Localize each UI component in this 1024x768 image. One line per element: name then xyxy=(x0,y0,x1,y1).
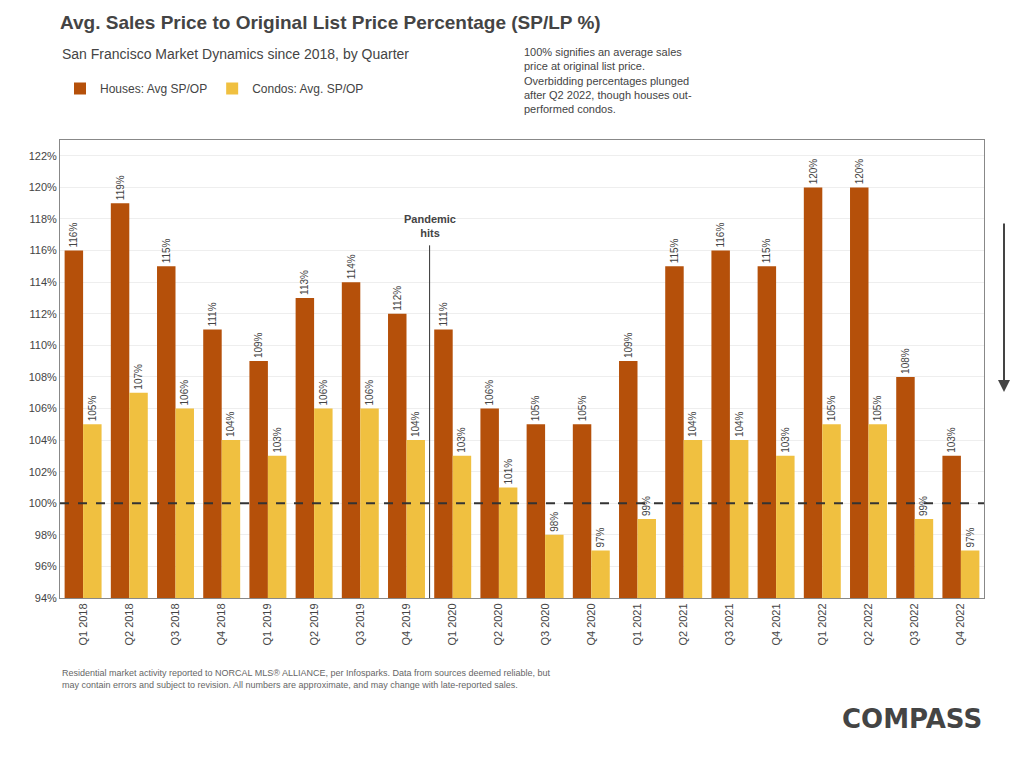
svg-text:Q1 2020: Q1 2020 xyxy=(446,603,458,645)
svg-text:111%: 111% xyxy=(207,302,218,326)
svg-text:105%: 105% xyxy=(87,396,98,422)
svg-text:114%: 114% xyxy=(29,276,57,288)
svg-text:107%: 107% xyxy=(133,364,144,390)
svg-text:101%: 101% xyxy=(503,459,514,485)
svg-text:Q3 2020: Q3 2020 xyxy=(539,603,551,645)
svg-text:Pandemichits: Pandemichits xyxy=(404,213,456,239)
svg-text:120%: 120% xyxy=(29,181,57,193)
svg-text:122%: 122% xyxy=(29,150,57,162)
svg-text:Q4 2021: Q4 2021 xyxy=(770,603,782,645)
svg-text:118%: 118% xyxy=(29,213,57,225)
svg-text:106%: 106% xyxy=(484,380,495,406)
svg-text:Residential market activity re: Residential market activity reported to … xyxy=(62,668,551,690)
svg-text:106%: 106% xyxy=(179,380,190,406)
svg-text:Q2 2019: Q2 2019 xyxy=(308,603,320,645)
svg-text:San Francisco Market Dynamics: San Francisco Market Dynamics since 2018… xyxy=(62,46,409,62)
svg-text:102%: 102% xyxy=(29,466,57,478)
svg-text:96%: 96% xyxy=(35,560,57,572)
svg-text:116%: 116% xyxy=(29,244,57,256)
svg-text:105%: 105% xyxy=(530,396,541,422)
svg-text:104%: 104% xyxy=(225,411,236,437)
svg-text:104%: 104% xyxy=(734,411,745,437)
svg-text:108%: 108% xyxy=(900,348,911,374)
svg-text:Q4 2019: Q4 2019 xyxy=(400,603,412,645)
svg-text:Q2 2018: Q2 2018 xyxy=(123,603,135,645)
svg-text:97%: 97% xyxy=(595,527,606,547)
svg-text:116%: 116% xyxy=(68,223,79,248)
svg-text:113%: 113% xyxy=(299,270,310,295)
svg-text:100% signifies an average sale: 100% signifies an average salesprice at … xyxy=(524,46,692,115)
svg-text:98%: 98% xyxy=(35,529,57,541)
svg-text:Q3 2021: Q3 2021 xyxy=(723,603,735,645)
svg-text:Q3 2019: Q3 2019 xyxy=(354,603,366,645)
svg-text:Q2 2021: Q2 2021 xyxy=(677,603,689,645)
svg-text:106%: 106% xyxy=(29,402,57,414)
svg-text:105%: 105% xyxy=(872,396,883,422)
svg-text:119%: 119% xyxy=(115,175,126,200)
svg-text:Q2 2020: Q2 2020 xyxy=(492,603,504,645)
svg-text:Condos: Avg. SP/OP: Condos: Avg. SP/OP xyxy=(252,82,363,96)
svg-text:97%: 97% xyxy=(965,527,976,547)
svg-text:Q2 2022: Q2 2022 xyxy=(862,603,874,645)
svg-text:103%: 103% xyxy=(272,427,283,453)
svg-text:Avg. Sales Price to Original L: Avg. Sales Price to Original List Price … xyxy=(60,12,601,33)
svg-text:115%: 115% xyxy=(761,238,772,263)
svg-text:104%: 104% xyxy=(29,434,57,446)
svg-text:Houses: Avg SP/OP: Houses: Avg SP/OP xyxy=(100,82,207,96)
svg-text:105%: 105% xyxy=(577,396,588,422)
svg-text:114%: 114% xyxy=(346,254,357,279)
svg-text:115%: 115% xyxy=(161,238,172,263)
svg-text:104%: 104% xyxy=(687,411,698,437)
svg-text:94%: 94% xyxy=(35,592,57,604)
svg-text:103%: 103% xyxy=(946,427,957,453)
svg-text:Q1 2022: Q1 2022 xyxy=(816,603,828,645)
svg-text:108%: 108% xyxy=(29,371,57,383)
svg-text:106%: 106% xyxy=(318,380,329,406)
svg-text:Q4 2020: Q4 2020 xyxy=(585,603,597,645)
svg-text:115%: 115% xyxy=(669,238,680,263)
svg-text:112%: 112% xyxy=(29,308,57,320)
svg-text:105%: 105% xyxy=(826,396,837,422)
svg-text:100%: 100% xyxy=(29,497,57,509)
svg-text:116%: 116% xyxy=(715,223,726,248)
svg-text:Q4 2018: Q4 2018 xyxy=(215,603,227,645)
svg-text:99%: 99% xyxy=(918,496,929,516)
svg-text:109%: 109% xyxy=(623,332,634,358)
svg-text:106%: 106% xyxy=(364,380,375,406)
svg-text:111%: 111% xyxy=(438,302,449,326)
svg-text:98%: 98% xyxy=(549,512,560,532)
svg-text:112%: 112% xyxy=(392,286,403,311)
svg-text:120%: 120% xyxy=(808,159,819,185)
svg-text:103%: 103% xyxy=(780,427,791,453)
svg-text:120%: 120% xyxy=(854,159,865,185)
svg-text:104%: 104% xyxy=(410,411,421,437)
svg-text:110%: 110% xyxy=(29,339,57,351)
svg-text:Q1 2018: Q1 2018 xyxy=(77,603,89,645)
svg-text:Q1 2019: Q1 2019 xyxy=(261,603,273,645)
svg-text:Q4 2022: Q4 2022 xyxy=(954,603,966,645)
svg-text:Q3 2022: Q3 2022 xyxy=(908,603,920,645)
svg-text:99%: 99% xyxy=(641,496,652,516)
svg-text:Q1 2021: Q1 2021 xyxy=(631,603,643,645)
svg-text:109%: 109% xyxy=(253,332,264,358)
svg-text:COMPASS: COMPASS xyxy=(842,704,982,734)
svg-text:103%: 103% xyxy=(456,427,467,453)
svg-text:Q3 2018: Q3 2018 xyxy=(169,603,181,645)
